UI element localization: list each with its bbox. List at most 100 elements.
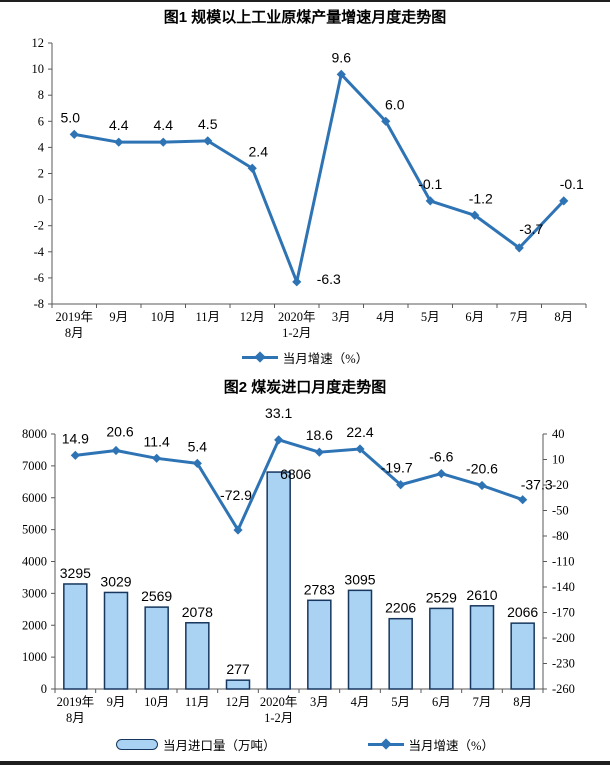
point-marker bbox=[559, 196, 569, 206]
line-marker-icon bbox=[367, 742, 404, 746]
left-axis-label: 12 bbox=[32, 36, 45, 50]
right-axis-label: -50 bbox=[552, 504, 569, 518]
left-axis-label: 1000 bbox=[22, 650, 47, 664]
x-axis-label: 2019年 bbox=[57, 695, 95, 709]
line-value-label: 4.5 bbox=[198, 116, 218, 132]
point-marker bbox=[470, 210, 480, 220]
chart1-plot: -8 -6 -4 -2 0 2 4 6 8 10 12 2019年 8月 9月 10月 11月 12月 2020年… bbox=[32, 36, 587, 340]
line-value-label: -0.1 bbox=[560, 176, 584, 192]
line-value-label: -3.7 bbox=[519, 221, 543, 237]
x-axis-label: 8月 bbox=[66, 711, 85, 725]
x-axis-label: 10月 bbox=[151, 310, 176, 324]
left-axis-label: 2 bbox=[38, 167, 44, 181]
point-marker bbox=[69, 129, 79, 139]
point-marker bbox=[425, 196, 435, 206]
x-axis-label: 12月 bbox=[225, 695, 250, 709]
top-divider bbox=[0, 0, 610, 2]
bar bbox=[347, 589, 373, 690]
legend-item-imports: 当月进口量（万吨） bbox=[116, 735, 276, 754]
bar bbox=[185, 622, 210, 690]
bar-value-label: 2078 bbox=[182, 604, 213, 620]
point-marker bbox=[274, 435, 284, 445]
figure-coal-imports: 图2 煤炭进口月度走势图 0 1000 2000 3000 4000 5000 6000 70… bbox=[0, 378, 610, 755]
chart2-title: 图2 煤炭进口月度走势图 bbox=[223, 379, 387, 396]
x-axis-label: 12月 bbox=[240, 310, 265, 324]
bar-value-label: 3029 bbox=[100, 573, 131, 589]
point-marker bbox=[152, 453, 162, 463]
x-axis-label: 4月 bbox=[351, 695, 370, 709]
x-axis-label: 3月 bbox=[332, 310, 351, 324]
line-value-label: 5.0 bbox=[61, 109, 81, 125]
right-axis-label: -260 bbox=[552, 682, 575, 696]
x-axis-label: 8月 bbox=[554, 310, 573, 324]
right-axis-label: -200 bbox=[552, 631, 575, 645]
point-marker bbox=[477, 480, 487, 491]
line-marker-icon bbox=[241, 355, 278, 359]
line-value-label: 33.1 bbox=[265, 405, 292, 421]
x-axis-label: 2019年 bbox=[55, 310, 93, 324]
x-axis-label: 8月 bbox=[513, 695, 532, 709]
right-axis-label: 40 bbox=[552, 427, 565, 441]
left-axis-label: -2 bbox=[34, 219, 44, 233]
point-marker bbox=[70, 450, 80, 460]
x-axis-label: 5月 bbox=[391, 695, 410, 709]
bar-value-label: 277 bbox=[226, 661, 250, 677]
line-value-label: 2.4 bbox=[249, 143, 269, 159]
line-value-label: 11.4 bbox=[144, 433, 170, 449]
point-marker bbox=[514, 243, 524, 253]
bar-value-label: 3295 bbox=[60, 565, 91, 581]
x-axis-label: 11月 bbox=[195, 310, 220, 324]
left-axis-label: 8000 bbox=[22, 427, 47, 441]
point-marker bbox=[314, 447, 324, 457]
bar bbox=[429, 607, 454, 690]
left-axis-label: 4000 bbox=[22, 555, 47, 569]
x-axis-label: 5月 bbox=[421, 310, 440, 324]
point-marker bbox=[114, 137, 124, 147]
chart1-legend: 当月增速（%） bbox=[0, 346, 610, 368]
line-value-label: 22.4 bbox=[346, 424, 373, 440]
bar-value-label: 3095 bbox=[344, 571, 375, 587]
left-axis-label: 4 bbox=[38, 140, 45, 154]
bar-value-label: 6806 bbox=[280, 466, 311, 482]
figure-raw-coal-growth: 图1 规模以上工业原煤产量增速月度走势图 -8 -6 -4 -2 0 2 4 6 8 10 12 20… bbox=[0, 8, 610, 368]
line-value-label: 18.6 bbox=[306, 427, 333, 443]
x-axis-label: 10月 bbox=[144, 695, 169, 709]
bar bbox=[307, 599, 332, 690]
x-axis-label: 2020年 bbox=[278, 310, 316, 324]
chart1-title: 图1 规模以上工业原煤产量增速月度走势图 bbox=[163, 9, 447, 26]
line-value-label: -1.2 bbox=[469, 190, 493, 206]
legend-item-import-growth: 当月增速（%） bbox=[367, 735, 494, 754]
x-axis-label: 9月 bbox=[107, 695, 126, 709]
bar bbox=[266, 471, 291, 690]
legend-label-imports: 当月进口量（万吨） bbox=[163, 738, 276, 753]
point-marker bbox=[336, 69, 346, 79]
line-value-label: 6.0 bbox=[385, 96, 405, 112]
line-value-label: 5.4 bbox=[188, 438, 208, 454]
point-marker bbox=[158, 137, 168, 147]
point-marker bbox=[247, 163, 257, 173]
point-marker bbox=[292, 277, 302, 287]
x-axis-label: 3月 bbox=[310, 695, 329, 709]
bar-value-label: 2610 bbox=[466, 587, 497, 603]
chart2-legend: 当月进口量（万吨） 当月增速（%） bbox=[0, 733, 610, 755]
point-marker bbox=[518, 495, 528, 505]
point-marker bbox=[436, 469, 446, 479]
bar bbox=[469, 605, 495, 690]
bar-value-label: 2529 bbox=[426, 589, 457, 605]
legend-item-growth: 当月增速（%） bbox=[241, 348, 369, 367]
line-value-label: -19.7 bbox=[381, 460, 413, 476]
left-axis-label: 6 bbox=[38, 114, 44, 128]
line-value-label: -6.6 bbox=[429, 449, 453, 465]
bar-value-label: 2569 bbox=[141, 588, 172, 604]
right-axis-label: -140 bbox=[552, 580, 575, 594]
left-axis-label: 8 bbox=[38, 88, 44, 102]
right-axis-label: 10 bbox=[552, 453, 565, 467]
point-marker bbox=[111, 445, 121, 456]
legend-label-growth: 当月增速（%） bbox=[282, 351, 369, 366]
bar bbox=[63, 583, 88, 690]
x-axis-label: 6月 bbox=[465, 310, 484, 324]
line-value-label: 20.6 bbox=[106, 423, 133, 439]
left-axis-label: -8 bbox=[34, 297, 44, 311]
x-axis-label: 2020年 bbox=[260, 695, 298, 709]
